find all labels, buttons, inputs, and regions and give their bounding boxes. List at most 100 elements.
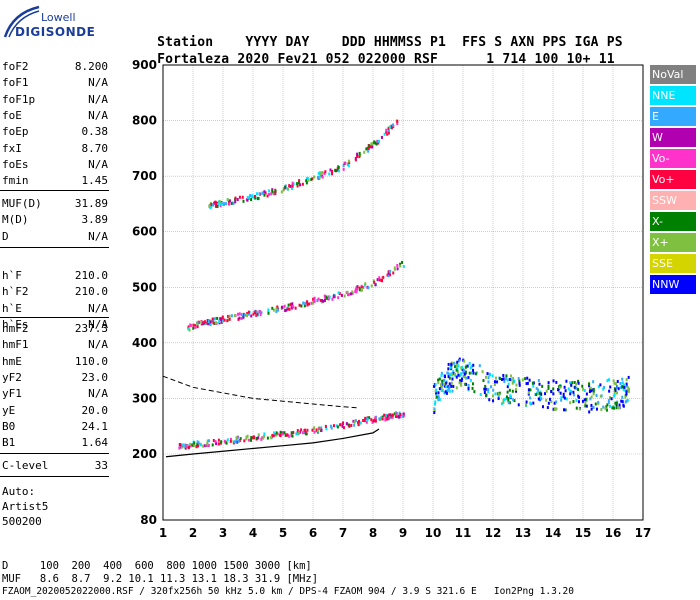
echo-point [228, 317, 231, 321]
echo-point [337, 291, 340, 295]
echo-point [553, 401, 556, 405]
x-tick-label: 9 [399, 526, 407, 540]
echo-point [460, 379, 463, 383]
echo-point [374, 419, 377, 423]
y-tick-label: 800 [132, 114, 157, 128]
echo-point [204, 322, 207, 326]
echo-point [483, 391, 486, 395]
header-value-day: Fev21 [277, 52, 318, 67]
echo-point [230, 314, 233, 318]
echo-point [296, 184, 299, 188]
echo-point [246, 198, 249, 202]
x-tick-label: 13 [515, 526, 532, 540]
echo-point [247, 312, 250, 316]
echo-point [450, 363, 453, 367]
echo-point [557, 388, 560, 392]
echo-point [617, 387, 620, 391]
echo-point [624, 394, 627, 398]
echo-point [313, 296, 316, 300]
echo-point [529, 388, 532, 392]
echo-point [365, 420, 368, 424]
echo-point [313, 430, 316, 434]
echo-point [440, 389, 443, 393]
param-separator [0, 190, 109, 191]
echo-point [497, 392, 500, 396]
echo-point [206, 319, 209, 323]
echo-point [246, 312, 249, 316]
echo-point [321, 170, 324, 174]
echo-point [525, 403, 528, 407]
echo-point [276, 432, 279, 436]
echo-point [437, 391, 440, 395]
echo-point [592, 387, 595, 391]
echo-point [559, 391, 562, 395]
echo-point [544, 392, 547, 396]
echo-point [300, 428, 303, 432]
echo-point [306, 428, 309, 432]
echo-point [235, 436, 238, 440]
echo-point [387, 131, 390, 135]
echo-point [612, 405, 615, 409]
echo-point [386, 132, 389, 136]
param-row: M(D) 3.89 [2, 213, 108, 229]
echo-point [448, 382, 451, 386]
echo-point [257, 436, 260, 440]
echo-point [486, 372, 489, 376]
echo-point [565, 379, 568, 383]
echo-point [487, 376, 490, 380]
echo-point [220, 440, 223, 444]
echo-point [215, 441, 218, 445]
echo-point [440, 386, 443, 390]
echo-point [260, 311, 263, 315]
echo-point [281, 305, 284, 309]
echo-point [250, 198, 253, 202]
param-row: yF1 N/A [2, 387, 108, 403]
echo-point [545, 389, 548, 393]
echo-point [192, 326, 195, 330]
echo-point [485, 394, 488, 398]
auto-artist: Artist5 [2, 500, 49, 513]
echo-point [322, 299, 325, 303]
echo-point [252, 312, 255, 316]
echo-point [505, 395, 508, 399]
echo-point [369, 145, 372, 149]
param-name: C-level [2, 459, 49, 472]
echo-point [443, 382, 446, 386]
echo-point [263, 434, 266, 438]
echo-point [387, 129, 390, 133]
echo-point [434, 400, 437, 404]
param-name: foE [2, 108, 22, 122]
echo-point [466, 364, 469, 368]
echo-point [347, 164, 350, 168]
x-tick-label: 17 [635, 526, 652, 540]
echo-point [437, 394, 440, 398]
param-row: D N/A [2, 230, 108, 246]
param-value: 0.38 [81, 125, 109, 139]
header-label-yyyy: YYYY [245, 35, 278, 50]
echo-point [271, 188, 274, 192]
echo-point [264, 191, 267, 195]
echo-point [583, 389, 586, 393]
echo-point [280, 190, 283, 194]
echo-point [207, 443, 210, 447]
echo-point [500, 402, 503, 406]
echo-point [384, 416, 387, 420]
echo-point [256, 312, 259, 316]
echo-point [467, 376, 470, 380]
echo-point [383, 132, 386, 136]
param-value: N/A [88, 229, 108, 243]
echo-point [358, 155, 361, 159]
echo-point [244, 313, 247, 317]
echo-point [567, 387, 570, 391]
echo-point [578, 395, 581, 399]
param-row: hmF1 N/A [2, 338, 108, 354]
echo-point [467, 383, 470, 387]
echo-point [393, 267, 396, 271]
echo-point [448, 376, 451, 380]
echo-point [564, 408, 567, 412]
echo-point [279, 434, 282, 438]
logo-brand: Lowell [41, 11, 76, 24]
echo-point [260, 437, 263, 441]
echo-point [285, 308, 288, 312]
echo-point [271, 189, 274, 193]
